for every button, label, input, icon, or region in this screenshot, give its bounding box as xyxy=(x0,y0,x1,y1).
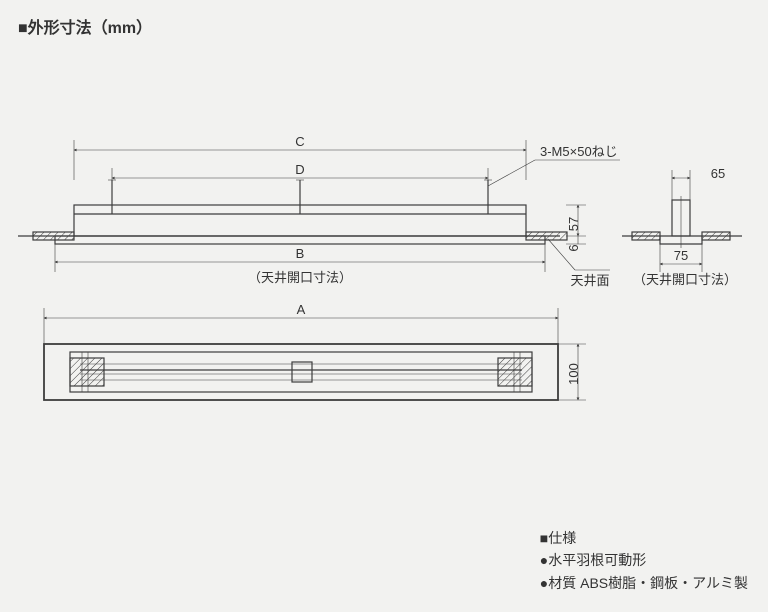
spec-block: ■仕様 ●水平羽根可動形 ●材質 ABS樹脂・鋼板・アルミ製 xyxy=(540,527,748,594)
dim-6: 6 xyxy=(566,244,581,251)
spec-line2: ●材質 ABS樹脂・鋼板・アルミ製 xyxy=(540,572,748,594)
dim-75: 75 xyxy=(674,248,688,263)
dim-57: 57 xyxy=(566,217,581,231)
ceiling-opening-label-1: （天井開口寸法） xyxy=(248,270,352,285)
dim-65: 65 xyxy=(711,166,725,181)
ceiling-face-label: 天井面 xyxy=(570,273,609,288)
engineering-diagram: C D 3-M5×50ねじ B （天井開口寸法） 天井面 57 6 xyxy=(0,0,768,612)
screw-label: 3-M5×50ねじ xyxy=(540,144,618,159)
dim-label-d: D xyxy=(295,162,304,177)
screw-mid xyxy=(296,180,304,214)
spec-line1: ●水平羽根可動形 xyxy=(540,549,748,571)
ceiling-opening-label-2: （天井開口寸法） xyxy=(633,272,737,287)
dim-label-a: A xyxy=(297,302,306,317)
dim-label-b: B xyxy=(296,246,305,261)
screw-right xyxy=(484,180,492,214)
screw-left xyxy=(108,180,116,214)
dim-100: 100 xyxy=(566,363,581,385)
spec-heading: ■仕様 xyxy=(540,527,748,549)
dim-label-c: C xyxy=(295,134,304,149)
